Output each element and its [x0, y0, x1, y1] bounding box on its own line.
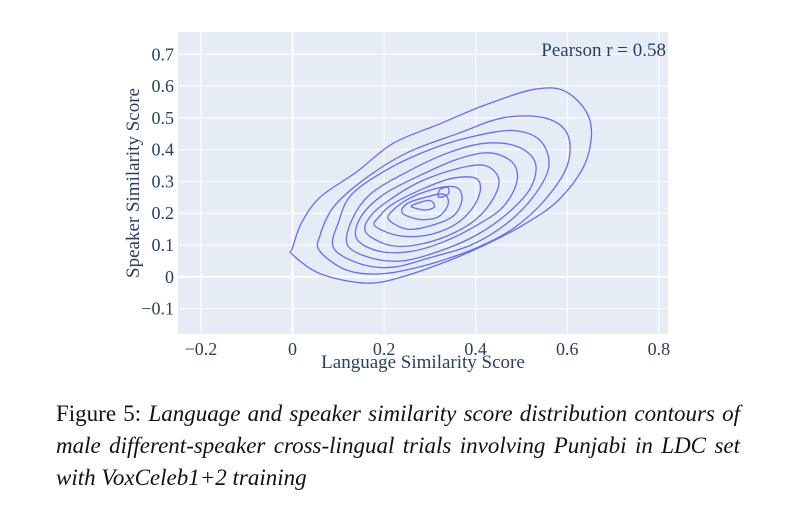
y-tick-label: 0.1 — [152, 235, 175, 255]
contour-line-1 — [289, 87, 593, 284]
x-tick-label: −0.2 — [185, 339, 218, 359]
y-tick-label: 0.3 — [152, 171, 175, 191]
x-tick-label: 0.2 — [373, 339, 396, 359]
plot-background — [178, 32, 668, 334]
contour-line-6 — [364, 164, 500, 248]
y-tick-label: 0.7 — [152, 44, 175, 64]
y-tick-label: 0.5 — [152, 108, 175, 128]
grid-lines — [178, 32, 668, 334]
x-tick-label: 0 — [288, 339, 297, 359]
pearson-annotation: Pearson r = 0.58 — [541, 40, 666, 61]
caption-label: Figure 5: — [56, 401, 142, 426]
x-tick-label: 0.8 — [648, 339, 671, 359]
contour-lines — [289, 87, 593, 284]
y-axis-ticks: −0.1 0 0.1 0.2 0.3 0.4 0.5 0.6 0.7 — [141, 44, 174, 318]
y-tick-label: −0.1 — [141, 299, 174, 319]
y-tick-label: 0 — [165, 267, 174, 287]
contour-line-11 — [437, 186, 450, 199]
contour-line-8 — [387, 185, 463, 231]
figure-caption: Figure 5: Language and speaker similarit… — [56, 398, 740, 494]
contour-line-10 — [410, 199, 436, 211]
x-axis-ticks: −0.2 0 0.2 0.4 0.6 0.8 — [185, 339, 671, 359]
x-tick-label: 0.6 — [556, 339, 579, 359]
contour-line-7 — [373, 176, 482, 238]
contour-line-9 — [400, 193, 450, 221]
contour-chart: −0.2 0 0.2 0.4 0.6 0.8 −0.1 0 0.1 0.2 0.3 0.4 0.5 0.… — [123, 32, 671, 373]
y-tick-label: 0.4 — [152, 140, 175, 160]
caption-text: Language and speaker similarity score di… — [56, 401, 741, 490]
contour-line-2 — [316, 115, 571, 275]
y-tick-label: 0.6 — [152, 76, 175, 96]
contour-line-5 — [354, 152, 519, 254]
y-axis-title: Speaker Similarity Score — [123, 88, 144, 278]
contour-line-3 — [331, 129, 550, 269]
x-axis-title: Language Similarity Score — [321, 352, 525, 373]
contour-line-4 — [345, 142, 537, 262]
x-tick-label: 0.4 — [464, 339, 487, 359]
y-tick-label: 0.2 — [152, 203, 175, 223]
